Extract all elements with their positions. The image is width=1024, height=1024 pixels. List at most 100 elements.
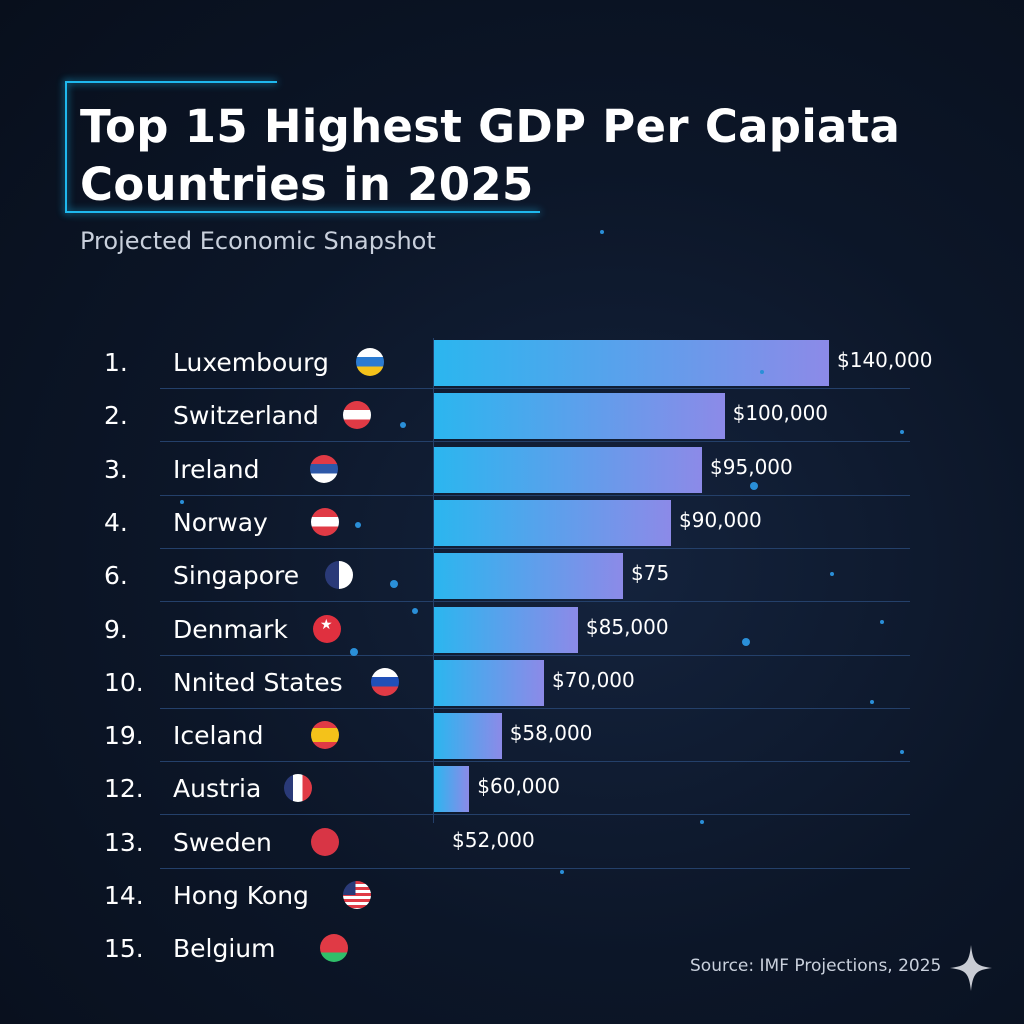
decorative-dot (700, 820, 704, 824)
flag-icon (311, 721, 339, 750)
chart-row: 19. Iceland $58,000 (0, 709, 1024, 763)
decorative-dot (355, 522, 361, 528)
bar (434, 553, 624, 600)
decorative-dot (742, 638, 750, 646)
country-label: Denmark (173, 614, 288, 644)
decorative-dot (350, 648, 358, 656)
chart-row: 6. Singapore $75 (0, 549, 1024, 603)
row-divider (160, 388, 910, 389)
row-divider (160, 814, 910, 816)
country-label: Norway (173, 507, 268, 537)
chart-row: 2. Switzerland $100,000 (0, 389, 1024, 443)
bar (434, 446, 703, 493)
decorative-dot (870, 700, 874, 704)
bar (434, 766, 470, 813)
country-label: Nnited States (173, 667, 343, 697)
flag-icon (311, 507, 339, 536)
row-divider (160, 654, 910, 656)
chart-row: 1. Luxembourg $140,000 (0, 336, 1024, 389)
value-label: $90,000 (679, 507, 762, 532)
rank-label: 3. (104, 454, 128, 484)
bar (434, 499, 671, 546)
decorative-dot (830, 572, 834, 576)
flag-icon (325, 561, 353, 590)
decorative-dot (900, 430, 904, 434)
sparkle-icon (950, 945, 992, 991)
country-label: Belgium (173, 934, 276, 964)
country-label: Ireland (173, 454, 260, 484)
rank-label: 1. (104, 348, 128, 377)
row-divider (160, 601, 910, 603)
value-label: $75 (631, 561, 670, 586)
flag-icon (343, 881, 371, 909)
decorative-dot (760, 370, 764, 374)
chart-row: 12. Austria $60,000 (0, 762, 1024, 816)
bar (434, 659, 545, 706)
value-label: $58,000 (509, 721, 593, 746)
flag-icon (371, 667, 399, 696)
decorative-dot (560, 870, 564, 874)
flag-icon: ★ (313, 614, 341, 643)
flag-icon (311, 827, 339, 856)
decorative-dot (600, 230, 604, 234)
flag-icon (356, 348, 384, 376)
row-divider (160, 761, 910, 763)
rank-label: 15. (104, 934, 144, 964)
chart-row: 15. Belgium (0, 922, 1024, 975)
value-label: $70,000 (552, 667, 635, 692)
flag-icon (320, 934, 348, 963)
rank-label: 2. (104, 401, 128, 431)
value-label: $140,000 (837, 348, 933, 372)
chart-title: Top 15 Highest GDP Per Capiata Countries… (80, 100, 901, 211)
country-label: Luxembourg (173, 348, 329, 377)
country-label: Switzerland (173, 401, 319, 431)
flag-icon (343, 401, 371, 430)
rank-label: 9. (104, 614, 128, 644)
chart-row: 14. Hong Kong (0, 869, 1024, 922)
chart-row: 3. Ireland $95,000 (0, 443, 1024, 496)
decorative-dot (880, 620, 884, 624)
country-label: Singapore (173, 561, 300, 591)
bar (434, 606, 578, 653)
value-label: $52,000 (452, 827, 535, 852)
value-label: $60,000 (477, 774, 560, 799)
decorative-dot (180, 500, 184, 504)
title-bracket-bottom (65, 211, 540, 213)
title-bracket-left (65, 81, 67, 213)
rank-label: 13. (104, 827, 144, 857)
row-divider (160, 867, 910, 869)
country-label: Iceland (173, 721, 264, 751)
bar-axis-line (433, 338, 434, 823)
row-divider (160, 494, 910, 496)
rank-label: 10. (104, 667, 144, 697)
row-divider (160, 441, 910, 443)
value-label: $85,000 (585, 614, 669, 639)
rank-label: 6. (104, 561, 128, 591)
source-note: Source: IMF Projections, 2025 (690, 956, 942, 976)
row-divider (160, 707, 910, 709)
value-label: $100,000 (732, 401, 829, 426)
decorative-dot (390, 580, 398, 588)
chart-row: 10. Nnited States $70,000 (0, 656, 1024, 709)
rank-label: 12. (104, 774, 144, 804)
chart-subtitle: Projected Economic Snapshot (80, 227, 436, 255)
chart-row: 9. Denmark ★ $85,000 (0, 603, 1024, 656)
flag-icon (284, 774, 312, 803)
value-label: $95,000 (710, 454, 793, 479)
flag-icon (310, 454, 338, 483)
rank-label: 4. (104, 507, 128, 537)
country-label: Hong Kong (173, 881, 309, 910)
chart-row: 4. Norway $90,000 (0, 496, 1024, 549)
country-label: Austria (173, 774, 262, 804)
title-bracket-top (65, 81, 277, 83)
decorative-dot (412, 608, 418, 614)
rank-label: 19. (104, 721, 144, 751)
bar (434, 393, 725, 440)
chart-row: 13. Sweden $52,000 (0, 816, 1024, 869)
rank-label: 14. (104, 881, 144, 910)
country-label: Sweden (173, 827, 272, 857)
decorative-dot (900, 750, 904, 754)
bar (434, 713, 502, 760)
decorative-dot (400, 422, 406, 428)
row-divider (160, 547, 910, 549)
